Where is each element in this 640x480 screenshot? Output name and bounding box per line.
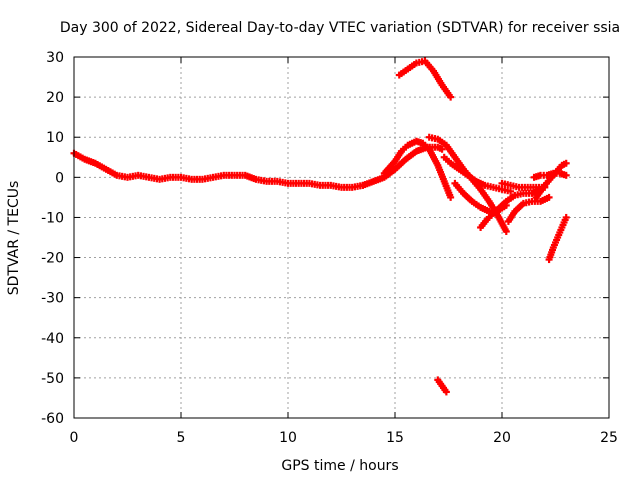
data-point bbox=[562, 213, 570, 221]
x-axis-title: GPS time / hours bbox=[281, 458, 398, 474]
data-point bbox=[562, 159, 570, 167]
y-tick-label: 10 bbox=[46, 130, 64, 146]
data-point bbox=[545, 193, 553, 201]
axis-ticks bbox=[73, 56, 610, 419]
data-point bbox=[502, 227, 510, 235]
x-tick-label: 25 bbox=[600, 430, 618, 446]
data-point bbox=[562, 171, 570, 179]
y-tick-label: -20 bbox=[41, 251, 64, 267]
y-axis-title: SDTVAR / TECUs bbox=[6, 181, 22, 296]
y-tick-label: 30 bbox=[46, 50, 64, 66]
chart-title: Day 300 of 2022, Sidereal Day-to-day VTE… bbox=[60, 20, 620, 36]
data-point bbox=[507, 187, 515, 195]
x-tick-labels: 0 5 10 15 20 25 bbox=[70, 430, 618, 446]
y-tick-label: -30 bbox=[41, 291, 64, 307]
plot-frame bbox=[73, 56, 610, 419]
x-tick-label: 10 bbox=[279, 430, 297, 446]
x-tick-label: 15 bbox=[386, 430, 404, 446]
data-point bbox=[438, 145, 446, 153]
data-point bbox=[447, 193, 455, 201]
y-tick-labels: -60 -50 -40 -30 -20 -10 0 10 20 30 bbox=[41, 50, 64, 427]
y-tick-label: 20 bbox=[46, 90, 64, 106]
data-points bbox=[70, 57, 570, 396]
y-tick-label: -50 bbox=[41, 371, 64, 387]
x-tick-label: 0 bbox=[70, 430, 79, 446]
data-point bbox=[447, 93, 455, 101]
x-tick-label: 20 bbox=[493, 430, 511, 446]
y-tick-label: -10 bbox=[41, 210, 64, 226]
grid-lines bbox=[74, 57, 609, 418]
data-point bbox=[442, 388, 450, 396]
data-point bbox=[502, 201, 510, 209]
y-tick-label: -40 bbox=[41, 331, 64, 347]
y-tick-label: 0 bbox=[55, 170, 64, 186]
y-tick-label: -60 bbox=[41, 411, 64, 427]
x-tick-label: 5 bbox=[177, 430, 186, 446]
